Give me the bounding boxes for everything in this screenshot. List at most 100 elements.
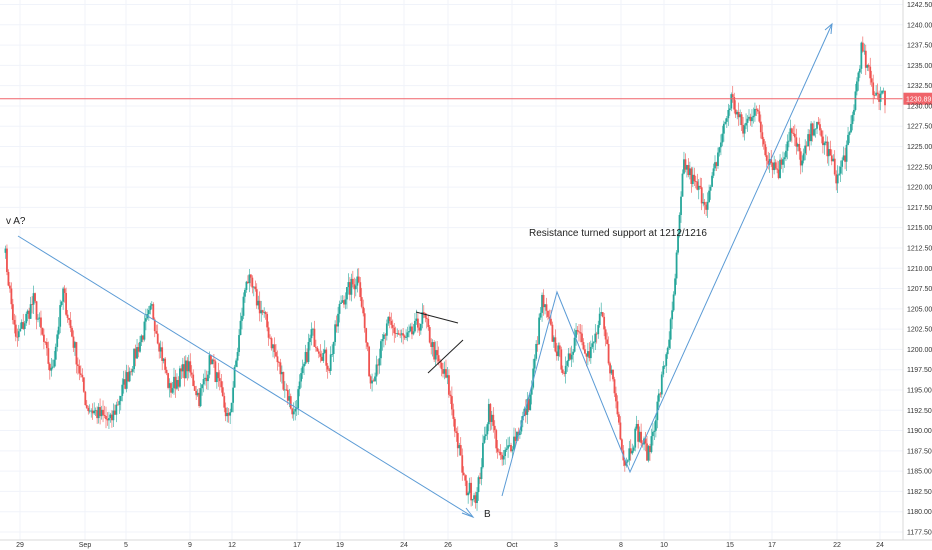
x-tick-label: 10 [660, 542, 668, 549]
x-tick-label: 5 [124, 542, 128, 549]
candle-body [653, 430, 656, 432]
candle-body [629, 448, 632, 454]
candle-body [511, 449, 514, 452]
candle-body [669, 319, 672, 340]
candle-body [62, 288, 65, 302]
candle-body [541, 294, 543, 313]
y-tick-label: 1182.50 [907, 489, 932, 496]
triangle-upper-line[interactable] [415, 311, 459, 324]
candle-body [459, 445, 462, 456]
candle-body [232, 387, 235, 403]
y-axis[interactable]: 1242.50 1240.00 1237.50 1235.00 1232.50 1230.… [902, 0, 932, 540]
candle-body [759, 121, 762, 133]
candle-body [484, 434, 487, 437]
candle-body [213, 359, 215, 362]
candle-body [134, 348, 137, 359]
candle-body [174, 376, 177, 389]
candle-body [319, 353, 322, 357]
candle-body [814, 128, 817, 130]
candle-body [558, 345, 561, 350]
candle-body [17, 331, 20, 338]
y-tick-label: 1200.00 [907, 347, 932, 354]
candle-body [45, 342, 48, 349]
candle-body [377, 364, 379, 366]
candle-body [161, 347, 164, 361]
candle-body [856, 81, 858, 92]
candle-body [431, 342, 434, 347]
candle-body [68, 317, 70, 320]
candle-body [71, 327, 73, 337]
candle-body [288, 396, 291, 401]
candle-body [428, 327, 431, 343]
candle-body [563, 373, 566, 374]
candle-body [338, 303, 341, 314]
candle-body [731, 94, 734, 98]
candle-body [736, 112, 739, 115]
candle-body [79, 373, 82, 375]
candle-body [799, 151, 802, 166]
x-axis[interactable]: 29 Sep 5 9 12 17 19 24 26 Oct 3 8 10 15 17 22 24 [0, 539, 932, 549]
candle-body [204, 377, 206, 380]
candle-body [665, 354, 668, 366]
candle-body [875, 92, 878, 96]
candle-body [69, 319, 72, 328]
candle-body [646, 443, 648, 461]
candle-body [838, 173, 841, 175]
candle-body [810, 123, 812, 142]
candle-body [365, 328, 368, 343]
candle-body [283, 389, 286, 391]
candle-body [255, 289, 258, 306]
candle-body [158, 343, 161, 352]
candle-body [662, 366, 665, 375]
candle-body [690, 168, 693, 184]
candle-body [647, 446, 650, 461]
candle-body [190, 372, 193, 375]
candle-body [111, 414, 113, 421]
trendline-downtrend-arrow[interactable] [17, 235, 474, 518]
x-tick-label: 12 [228, 542, 236, 549]
candle-body [779, 159, 781, 179]
candle-body [675, 252, 678, 279]
candle-body [496, 448, 499, 452]
candle-body [91, 410, 94, 414]
candle-body [857, 72, 860, 82]
candle-body [483, 436, 486, 443]
triangle-lower-line[interactable] [427, 339, 464, 374]
candle-body [570, 354, 573, 360]
candle-body [697, 185, 700, 190]
candle-body [130, 371, 133, 373]
candle-body [740, 114, 743, 126]
candle-body [261, 310, 264, 313]
candle-body [668, 339, 671, 348]
candle-body [437, 355, 440, 362]
wave-path-arrows[interactable] [501, 23, 833, 497]
candle-body [470, 482, 473, 501]
candle-body [737, 112, 740, 118]
candle-body [40, 317, 42, 328]
candle-body [774, 162, 777, 169]
candle-body [388, 316, 391, 322]
candle-body [242, 296, 245, 316]
candle-body [455, 431, 458, 434]
candle-body [443, 369, 446, 374]
candle-body [674, 278, 676, 295]
y-tick-label: 1187.50 [907, 448, 932, 455]
candle-body [581, 333, 583, 343]
candle-body [184, 360, 187, 379]
candle-body [785, 150, 787, 158]
candle-body [34, 293, 36, 302]
y-tick-label: 1240.00 [907, 22, 932, 29]
candle-body [402, 333, 405, 336]
candle-body [323, 349, 326, 353]
candle-body [545, 304, 548, 311]
candle-body [371, 380, 373, 384]
candle-body [140, 335, 143, 343]
candle-body [210, 355, 212, 365]
candle-body [711, 175, 713, 187]
y-tick-label: 1190.00 [907, 428, 932, 435]
candle-body [84, 391, 87, 406]
candle-body [702, 202, 705, 204]
candle-body [822, 136, 824, 146]
candle-body [866, 65, 869, 68]
